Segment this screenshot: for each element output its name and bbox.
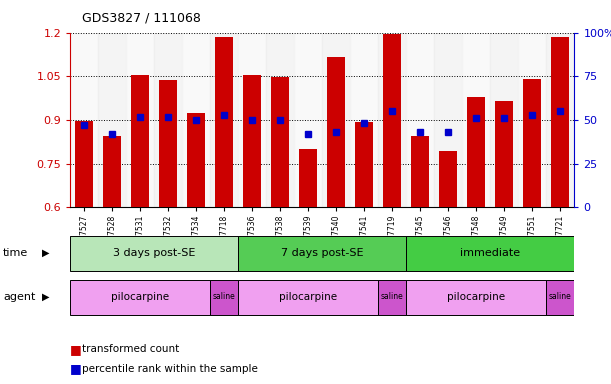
Bar xyxy=(299,149,317,207)
Bar xyxy=(546,280,574,315)
Text: agent: agent xyxy=(3,292,35,302)
Bar xyxy=(295,33,323,207)
Bar xyxy=(355,122,373,207)
Text: pilocarpine: pilocarpine xyxy=(279,292,337,302)
Bar xyxy=(434,33,463,207)
Text: 7 days post-SE: 7 days post-SE xyxy=(281,248,364,258)
Bar xyxy=(439,151,458,207)
Bar xyxy=(70,33,98,207)
Bar xyxy=(98,33,126,207)
Bar xyxy=(126,33,154,207)
Bar xyxy=(238,236,406,271)
Bar xyxy=(518,33,546,207)
Bar xyxy=(271,77,290,207)
Bar xyxy=(182,33,210,207)
Bar xyxy=(187,113,205,207)
Bar xyxy=(327,57,345,207)
Text: time: time xyxy=(3,248,28,258)
Text: GDS3827 / 111068: GDS3827 / 111068 xyxy=(82,12,202,25)
Bar xyxy=(523,79,541,207)
Bar xyxy=(154,33,182,207)
Text: pilocarpine: pilocarpine xyxy=(111,292,169,302)
Bar xyxy=(243,75,262,207)
Bar xyxy=(546,33,574,207)
Text: ▶: ▶ xyxy=(42,292,49,302)
Text: immediate: immediate xyxy=(460,248,521,258)
Text: saline: saline xyxy=(381,292,404,301)
Bar xyxy=(238,33,266,207)
Bar xyxy=(323,33,350,207)
Bar xyxy=(75,121,93,207)
Bar xyxy=(210,33,238,207)
Bar xyxy=(70,280,210,315)
Bar xyxy=(210,280,238,315)
Bar xyxy=(70,236,238,271)
Text: pilocarpine: pilocarpine xyxy=(447,292,505,302)
Text: saline: saline xyxy=(549,292,572,301)
Bar xyxy=(467,97,485,207)
Bar xyxy=(496,101,513,207)
Bar xyxy=(238,280,378,315)
Text: saline: saline xyxy=(213,292,236,301)
Bar xyxy=(463,33,490,207)
Bar xyxy=(378,33,406,207)
Bar xyxy=(411,136,430,207)
Bar xyxy=(215,37,233,207)
Bar xyxy=(383,34,401,207)
Text: ■: ■ xyxy=(70,343,82,356)
Text: ▶: ▶ xyxy=(42,248,49,258)
Text: 3 days post-SE: 3 days post-SE xyxy=(113,248,196,258)
Text: ■: ■ xyxy=(70,362,82,375)
Bar xyxy=(406,280,546,315)
Bar xyxy=(551,37,569,207)
Bar xyxy=(131,75,149,207)
Text: transformed count: transformed count xyxy=(82,344,180,354)
Bar xyxy=(406,33,434,207)
Bar xyxy=(378,280,406,315)
Bar xyxy=(159,80,177,207)
Bar xyxy=(266,33,295,207)
Text: percentile rank within the sample: percentile rank within the sample xyxy=(82,364,258,374)
Bar xyxy=(490,33,518,207)
Bar xyxy=(350,33,378,207)
Bar xyxy=(406,236,574,271)
Bar xyxy=(103,136,122,207)
